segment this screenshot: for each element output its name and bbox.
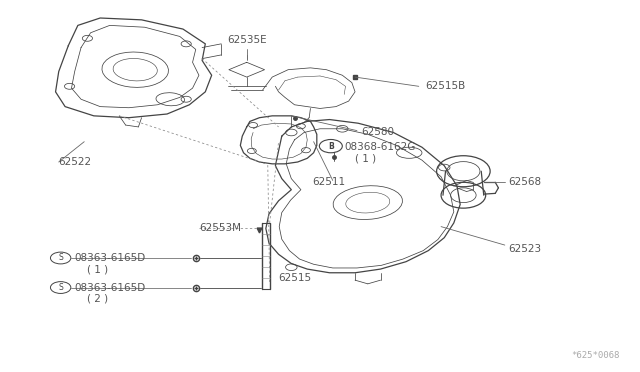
Text: 62515B: 62515B bbox=[425, 81, 465, 91]
Text: 62568: 62568 bbox=[508, 177, 541, 187]
Text: B: B bbox=[328, 142, 333, 151]
Text: *625*0068: *625*0068 bbox=[571, 350, 620, 359]
Text: 62580: 62580 bbox=[362, 128, 394, 138]
Text: ( 1 ): ( 1 ) bbox=[88, 264, 109, 274]
Text: S: S bbox=[58, 253, 63, 263]
Text: 62535E: 62535E bbox=[227, 35, 266, 45]
Text: 08363-6165D: 08363-6165D bbox=[75, 253, 146, 263]
Text: 62553M: 62553M bbox=[199, 224, 241, 234]
Text: S: S bbox=[58, 283, 63, 292]
Text: 62523: 62523 bbox=[508, 244, 541, 254]
Text: ( 1 ): ( 1 ) bbox=[355, 153, 376, 163]
Text: 62522: 62522 bbox=[59, 157, 92, 167]
Text: ( 2 ): ( 2 ) bbox=[88, 294, 109, 304]
Text: 08363-6165D: 08363-6165D bbox=[75, 283, 146, 292]
Text: 62511: 62511 bbox=[312, 177, 346, 187]
Text: 62515: 62515 bbox=[278, 273, 312, 283]
Text: 08368-6162G: 08368-6162G bbox=[344, 142, 415, 152]
